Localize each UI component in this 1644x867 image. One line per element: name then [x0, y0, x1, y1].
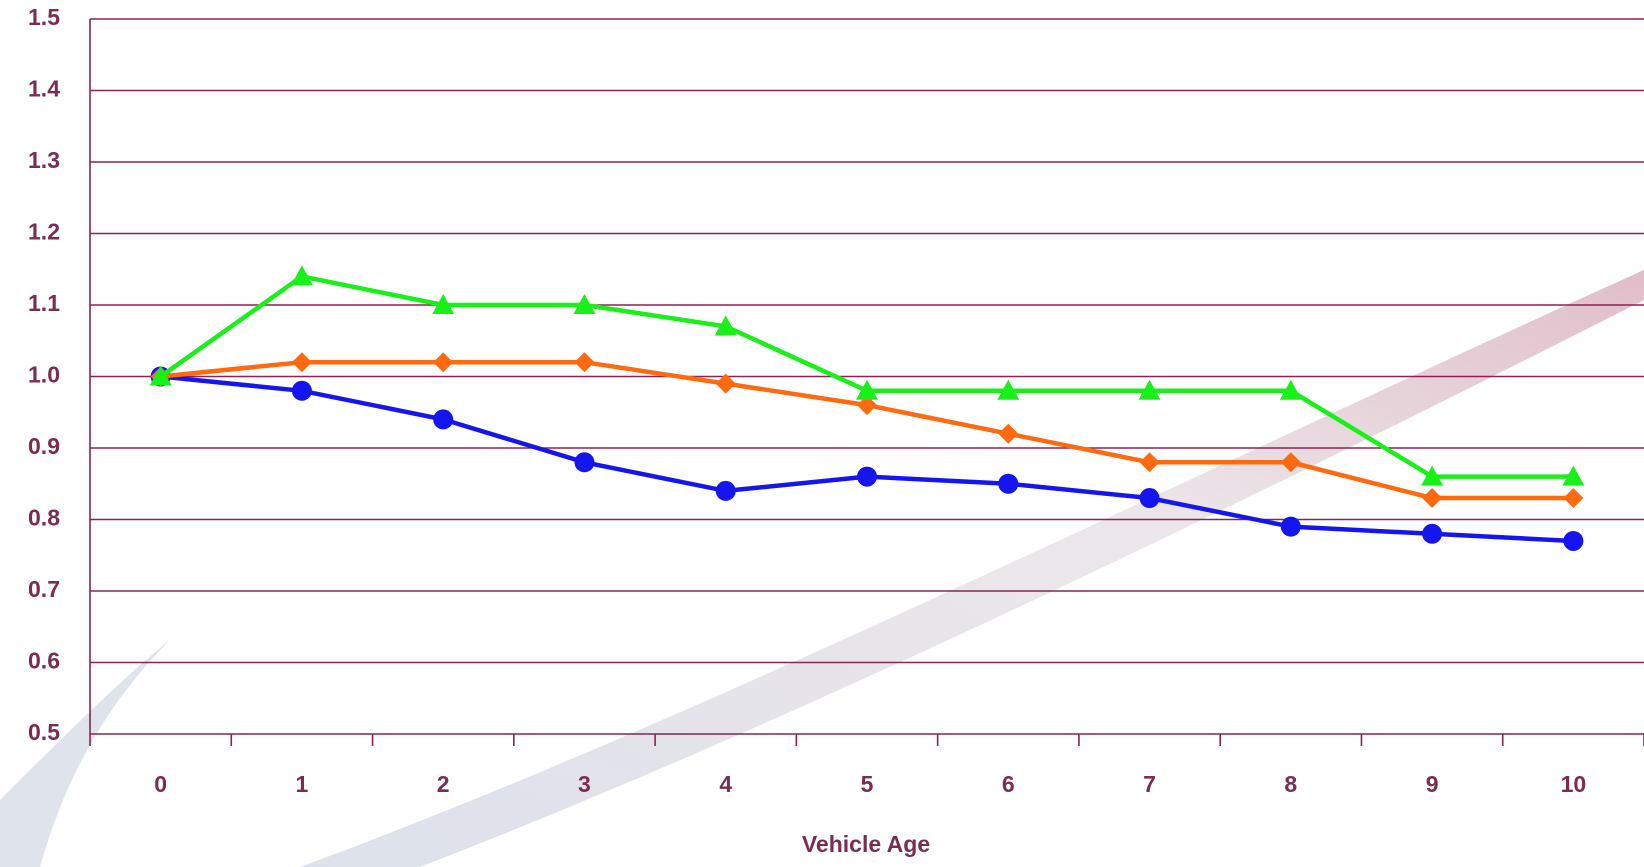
- x-tick-label: 9: [1426, 771, 1439, 797]
- marker: [574, 352, 595, 373]
- marker: [715, 480, 736, 501]
- marker: [998, 473, 1019, 494]
- y-tick-label: 0.5: [28, 719, 60, 745]
- marker: [433, 352, 454, 373]
- x-tick-label: 7: [1143, 771, 1156, 797]
- marker: [433, 409, 454, 430]
- x-tick-label: 3: [578, 771, 591, 797]
- y-tick-label: 1.4: [28, 76, 60, 102]
- marker: [290, 265, 313, 286]
- marker: [857, 466, 877, 487]
- marker: [998, 423, 1019, 444]
- marker: [1280, 516, 1301, 537]
- y-tick-label: 1.2: [28, 219, 60, 245]
- x-tick-label: 8: [1284, 771, 1297, 797]
- marker: [1139, 452, 1160, 473]
- marker: [1279, 379, 1302, 400]
- marker: [573, 294, 596, 314]
- marker: [1138, 379, 1161, 400]
- marker: [1280, 452, 1301, 473]
- x-tick-label: 1: [296, 771, 309, 797]
- marker: [856, 379, 878, 400]
- marker: [997, 379, 1020, 400]
- y-tick-label: 0.6: [28, 648, 60, 674]
- y-tick-label: 1.5: [28, 4, 60, 30]
- x-tick-label: 4: [719, 771, 732, 797]
- marker: [1422, 488, 1443, 509]
- marker: [1139, 488, 1160, 509]
- y-tick-label: 1.0: [28, 362, 60, 388]
- marker: [1421, 465, 1444, 486]
- marker: [432, 294, 455, 314]
- marker: [574, 452, 595, 473]
- marker: [1422, 523, 1443, 544]
- marker: [1563, 530, 1584, 551]
- x-tick-label: 10: [1561, 771, 1587, 797]
- y-tick-label: 1.3: [28, 147, 60, 173]
- marker: [857, 395, 877, 416]
- x-axis-title: Vehicle Age: [802, 831, 930, 857]
- y-tick-label: 1.1: [28, 290, 60, 316]
- marker: [291, 352, 312, 373]
- x-tick-label: 0: [154, 771, 167, 797]
- y-tick-label: 0.7: [28, 576, 60, 602]
- marker: [715, 373, 736, 394]
- x-tick-label: 6: [1002, 771, 1015, 797]
- marker: [1563, 488, 1584, 509]
- marker: [149, 365, 172, 386]
- marker: [714, 315, 737, 336]
- x-tick-label: 2: [437, 771, 450, 797]
- marker: [291, 380, 312, 401]
- y-tick-label: 0.8: [28, 505, 60, 531]
- y-tick-label: 0.9: [28, 433, 60, 459]
- marker: [1562, 465, 1585, 486]
- background-swoosh: [300, 270, 1644, 867]
- background-swoosh: [0, 640, 170, 867]
- x-tick-label: 5: [861, 771, 874, 797]
